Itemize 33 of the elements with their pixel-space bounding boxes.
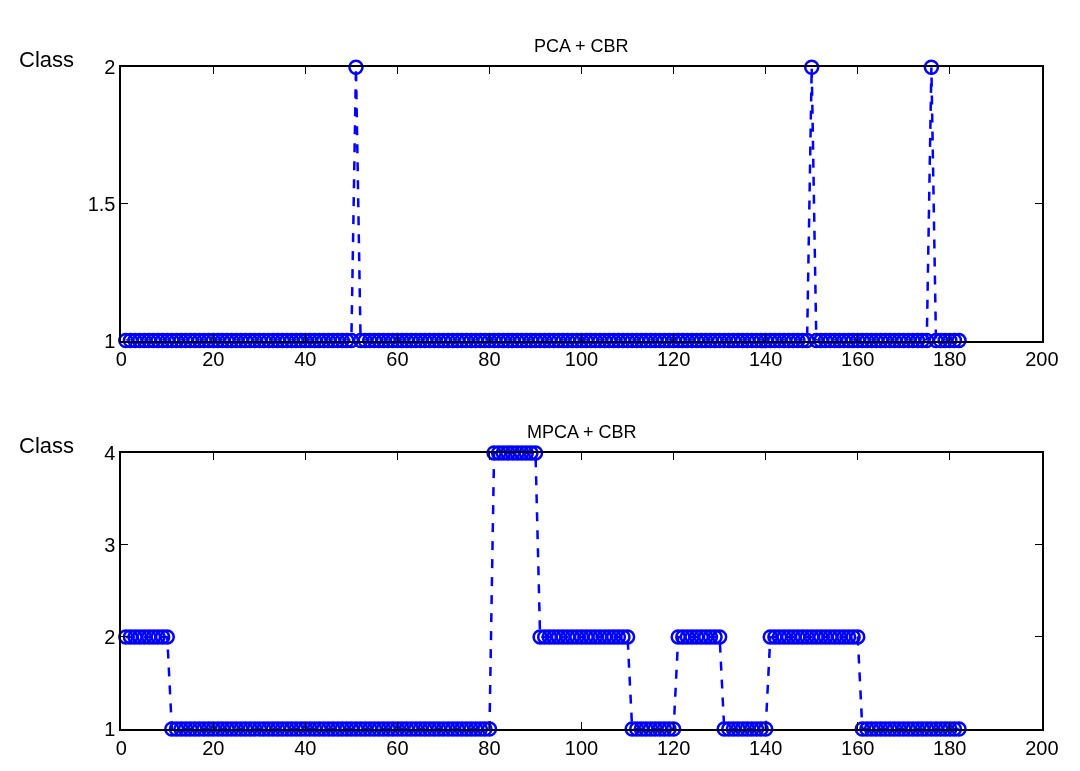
x-tick-label: 40 <box>294 348 317 371</box>
y-tick-label: 4 <box>104 441 116 464</box>
x-tick-label: 80 <box>478 736 501 759</box>
chart-title: PCA + CBR <box>534 36 629 56</box>
y-tick-label: 2 <box>104 625 116 648</box>
x-tick-label: 180 <box>933 736 967 759</box>
x-tick-label: 0 <box>115 736 127 759</box>
x-tick-label: 200 <box>1025 348 1059 371</box>
x-tick-label: 160 <box>841 348 875 371</box>
x-tick-label: 160 <box>841 736 875 759</box>
x-tick-label: 40 <box>294 736 317 759</box>
x-tick-label: 20 <box>202 736 225 759</box>
y-tick-label: 1.5 <box>87 192 116 215</box>
x-tick-label: 100 <box>564 736 599 759</box>
x-tick-label: 140 <box>748 736 783 759</box>
x-tick-label: 100 <box>564 348 599 371</box>
y-tick-label: 3 <box>104 533 116 556</box>
x-tick-label: 60 <box>386 736 409 759</box>
chart-title: MPCA + CBR <box>527 422 637 442</box>
y-axis-title: Class <box>19 433 75 458</box>
x-tick-label: 60 <box>386 348 409 371</box>
x-tick-label: 80 <box>478 348 501 371</box>
x-tick-label: 20 <box>202 348 225 371</box>
y-tick-label: 1 <box>104 329 116 352</box>
x-tick-label: 120 <box>656 348 691 371</box>
y-tick-label: 1 <box>104 717 116 740</box>
y-tick-label: 2 <box>104 56 116 79</box>
x-tick-label: 0 <box>115 348 127 371</box>
x-tick-label: 120 <box>656 736 691 759</box>
y-axis-title: Class <box>19 47 75 72</box>
x-tick-label: 200 <box>1025 736 1059 759</box>
x-tick-label: 180 <box>933 348 967 371</box>
x-tick-label: 140 <box>748 348 783 371</box>
